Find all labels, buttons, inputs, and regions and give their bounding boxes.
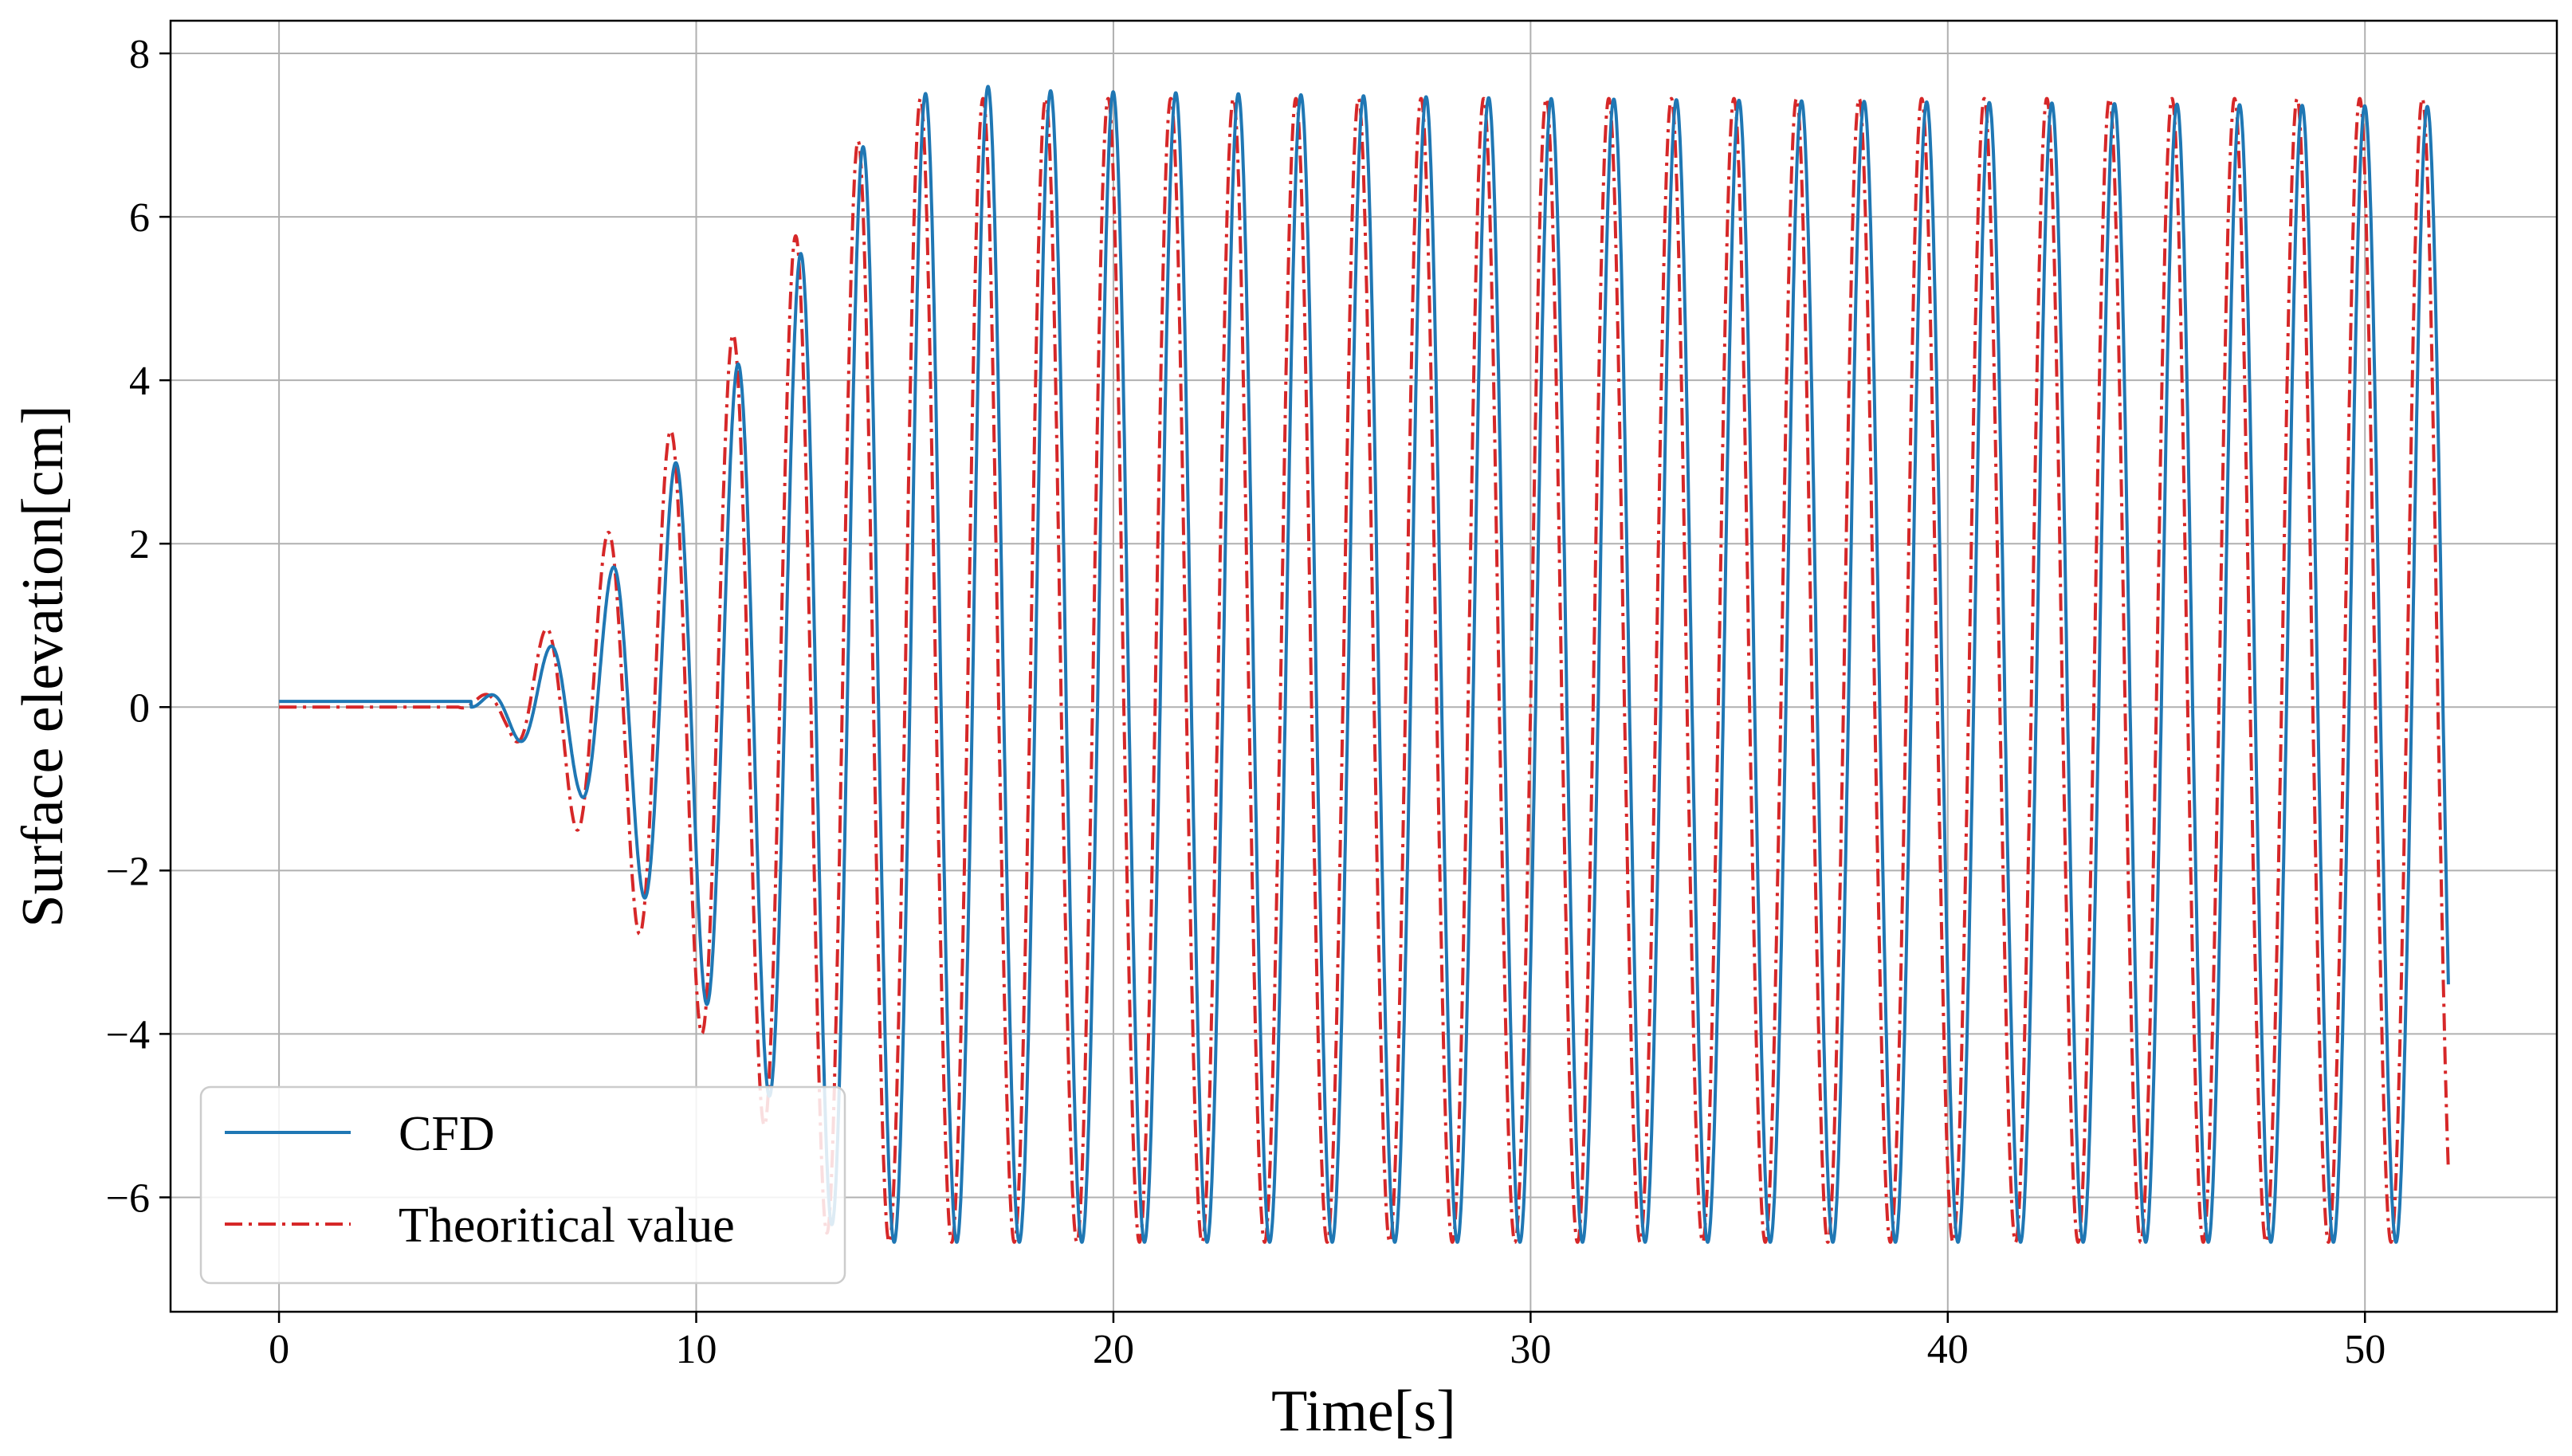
legend: CFD Theoritical value bbox=[199, 1085, 846, 1285]
series-line-theoretical bbox=[277, 96, 2450, 1244]
plot-frame bbox=[169, 19, 2558, 1313]
y-tick-label: 8 bbox=[129, 32, 150, 77]
y-tick-label: 2 bbox=[129, 522, 150, 567]
y-tick-label: −2 bbox=[106, 849, 150, 894]
y-axis-title: Surface elevation[cm] bbox=[10, 405, 76, 927]
legend-box bbox=[199, 1085, 846, 1285]
x-tick-label: 40 bbox=[1927, 1327, 1969, 1372]
series-line-cfd bbox=[277, 84, 2450, 1244]
ticks: 0 10 20 30 40 50 −6 −4 −2 0 2 4 6 8 bbox=[106, 32, 2386, 1372]
x-axis-title: Time[s] bbox=[1271, 1379, 1456, 1444]
y-tick-label: −6 bbox=[106, 1175, 150, 1221]
x-tick-label: 20 bbox=[1093, 1327, 1134, 1372]
legend-label-theoretical: Theoritical value bbox=[399, 1199, 735, 1253]
x-tick-label: 50 bbox=[2344, 1327, 2385, 1372]
x-tick-label: 30 bbox=[1510, 1327, 1551, 1372]
y-tick-label: −4 bbox=[106, 1012, 150, 1058]
series-layer bbox=[277, 84, 2450, 1244]
y-tick-label: 0 bbox=[129, 685, 150, 731]
x-tick-label: 10 bbox=[676, 1327, 717, 1372]
x-tick-label: 0 bbox=[269, 1327, 289, 1372]
y-tick-label: 6 bbox=[129, 195, 150, 241]
y-tick-label: 4 bbox=[129, 359, 150, 404]
legend-label-cfd: CFD bbox=[399, 1107, 495, 1161]
